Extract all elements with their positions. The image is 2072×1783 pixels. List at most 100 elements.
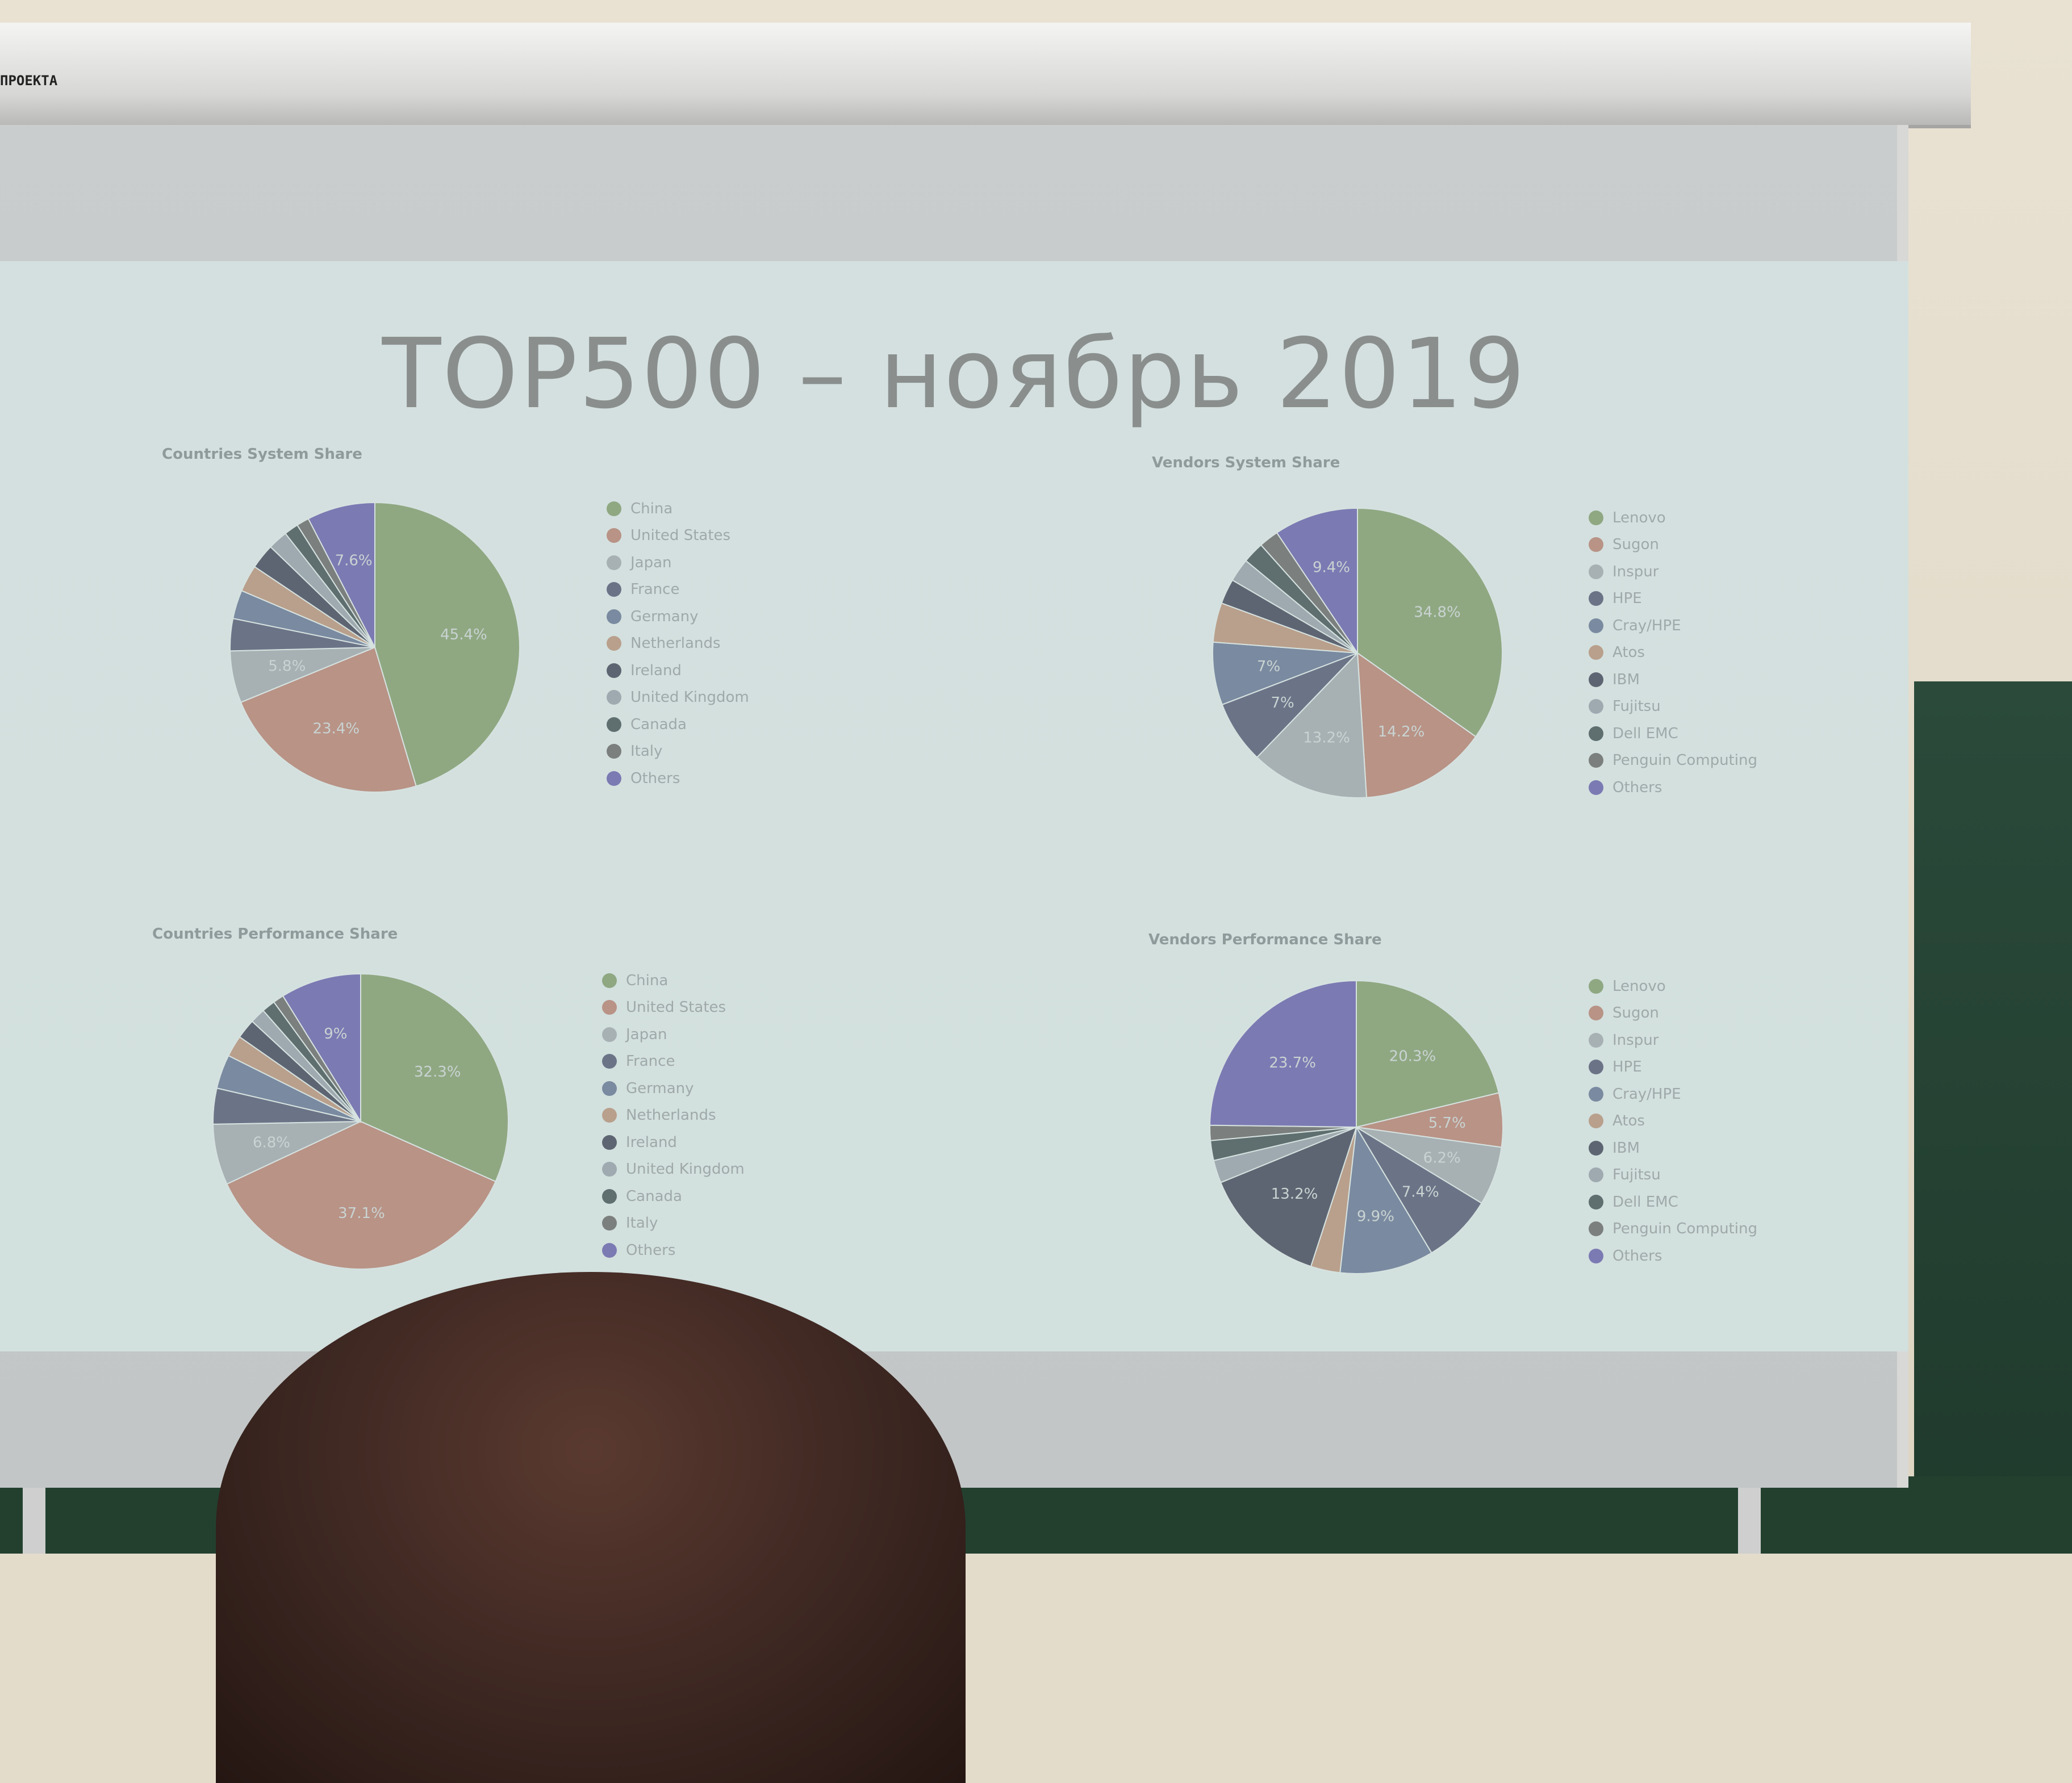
chart-title: Vendors System Share [1152,454,1340,471]
legend-item: Dell EMC [1589,1188,1757,1216]
pie-slice-label: 20.3% [1389,1048,1436,1065]
legend-label: Netherlands [626,1107,716,1124]
pie-chart-vendors-system: 34.8% 14.2% 13.2% 7% 7% 9.4% [1212,507,1503,798]
pie-slice-label: 13.2% [1303,729,1350,746]
legend-swatch [1589,1086,1603,1102]
legend-item: Ireland [602,1129,745,1156]
pie-chart-countries-system: 45.4% 23.4% 5.8% 7.6% [229,501,520,793]
legend-swatch [1589,510,1603,525]
audience-head [216,1272,966,1783]
legend-swatch [1589,564,1603,579]
legend-swatch [1589,1194,1603,1209]
pie-slice-label: 32.3% [414,1064,461,1081]
legend-swatch [602,1081,617,1096]
legend-swatch [607,582,621,597]
legend-swatch [602,1188,617,1204]
legend-label: HPE [1613,1058,1642,1076]
pie-slice-label: 34.8% [1414,604,1461,621]
legend-swatch [1589,726,1603,741]
legend-swatch [1589,978,1603,994]
legend-swatch [602,1054,617,1069]
legend-label: Atos [1613,644,1645,662]
pie-slice-label: 5.7% [1428,1115,1466,1132]
legend-item: France [602,1048,745,1075]
legend-label: Cray/HPE [1613,617,1681,634]
pie-slice-label: 9.4% [1313,559,1350,576]
legend-swatch [1589,699,1603,714]
legend-item: Fujitsu [1589,1162,1757,1189]
legend-label: Ireland [626,1133,677,1151]
legend-item: Germany [607,603,749,630]
pie-slice-hpe [1356,1127,1482,1254]
legend-label: Italy [626,1215,658,1232]
pie-slice-label: 9% [324,1026,347,1043]
legend-item: Italy [602,1210,745,1237]
legend-item: United States [602,994,745,1022]
pie-slice-label: 6.2% [1423,1150,1461,1167]
legend-swatch [1589,1167,1603,1183]
legend-item: Atos [1589,1108,1757,1135]
legend-item: Penguin Computing [1589,747,1757,775]
pie-slice-label: 23.7% [1269,1054,1316,1072]
legend-swatch [602,1216,617,1231]
legend-item: Lenovo [1589,504,1757,531]
legend-label: Japan [626,1026,667,1043]
legend-label: Lenovo [1613,977,1666,995]
legend-label: Penguin Computing [1613,1220,1757,1238]
legend-label: Cray/HPE [1613,1085,1681,1103]
legend-swatch [602,973,617,988]
legend-swatch [1589,645,1603,660]
legend-swatch [607,744,621,759]
legend-swatch [607,717,621,732]
pie-chart-countries-performance: 32.3% 37.1% 6.8% 9% [212,973,509,1270]
legend-item: Sugon [1589,1000,1757,1027]
legend-item: IBM [1589,666,1757,693]
legend-label: Penguin Computing [1613,752,1757,769]
legend-swatch [1589,1248,1603,1263]
legend-item: Canada [602,1183,745,1210]
legend-label: Fujitsu [1613,698,1661,715]
legend-label: Lenovo [1613,509,1666,526]
pie-slice-cray-hpe [1212,641,1358,706]
legend-item: HPE [1589,1054,1757,1081]
legend-item: Netherlands [607,630,749,658]
legend-label: Others [1613,779,1662,796]
legend-swatch [1589,753,1603,768]
legend-item: Inspur [1589,558,1757,585]
legend-swatch [1589,618,1603,633]
legend-label: Atos [1613,1112,1645,1130]
legend-vendors-system: Lenovo Sugon Inspur HPE Cray/HPE Atos IBM Fujit… [1589,504,1757,801]
chart-title: Vendors Performance Share [1148,931,1382,948]
legend-swatch [607,771,621,786]
legend-swatch [607,555,621,570]
legend-label: Japan [630,554,672,571]
legend-label: IBM [1613,1139,1640,1157]
legend-swatch [607,609,621,624]
legend-item: Others [1589,1242,1757,1270]
legend-swatch [602,1162,617,1177]
legend-label: Dell EMC [1613,725,1678,742]
legend-label: France [626,1053,675,1070]
legend-label: Others [1613,1247,1662,1265]
legend-item: Others [607,765,749,792]
legend-item: Japan [602,1021,745,1048]
pie-slice-china [374,501,520,787]
legend-swatch [602,1108,617,1123]
legend-label: Ireland [630,662,682,679]
legend-label: Netherlands [630,635,721,652]
legend-item: Others [602,1237,745,1264]
legend-item: Japan [607,549,749,576]
legend-swatch [1589,537,1603,553]
legend-countries-system: China United States Japan France Germany Neth… [607,495,749,792]
pie-slice-label: 7.6% [335,552,373,569]
legend-swatch [1589,591,1603,606]
legend-item: Inspur [1589,1027,1757,1054]
legend-swatch [1589,1114,1603,1129]
screen-stand-leg [1738,1488,1761,1554]
legend-item: United Kingdom [602,1156,745,1183]
legend-label: HPE [1613,590,1642,608]
pie-slice-hpe [1221,652,1358,759]
pie-slice-others [282,973,361,1124]
pie-chart-vendors-performance: 20.3% 5.7% 6.2% 7.4% 9.9% 13.2% 23.7% [1209,980,1503,1274]
slide-title: TOP500 – ноябрь 2019 [382,318,1527,430]
